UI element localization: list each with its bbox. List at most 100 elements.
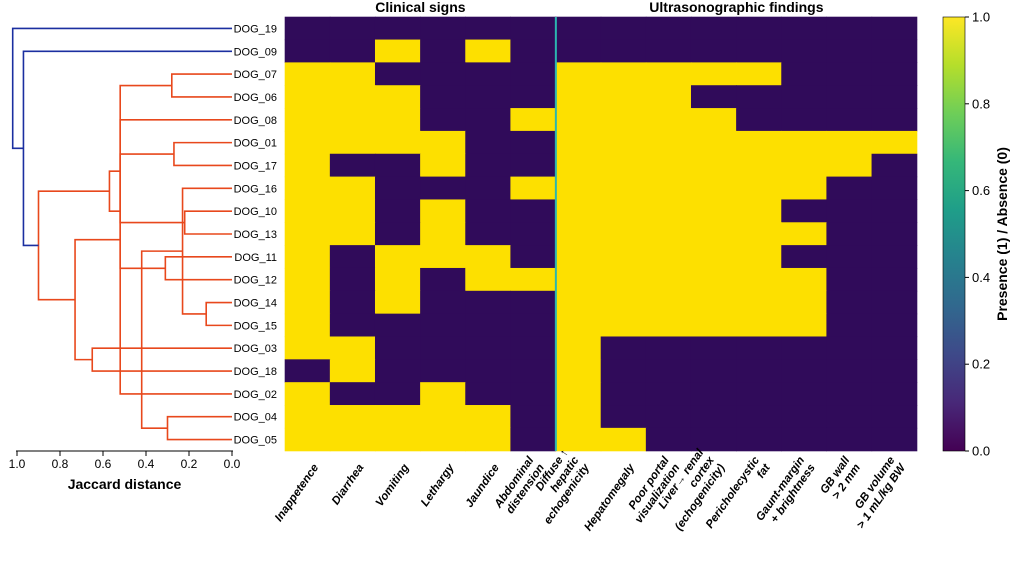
heatmap-cell [329, 16, 376, 41]
heatmap-cell [420, 153, 466, 178]
heatmap-cell [329, 267, 376, 292]
heatmap-cell [420, 290, 466, 315]
heatmap-cell [510, 62, 557, 86]
heatmap-cell [736, 290, 782, 315]
column-labels: Inappetence Diarrhea Vomiting Lethargy Jaund… [273, 447, 909, 534]
row-label: DOG_15 [234, 320, 277, 332]
heatmap-cell [781, 245, 828, 269]
heatmap-cell [826, 427, 873, 452]
heatmap-cell [374, 130, 421, 155]
heatmap-cell [826, 359, 873, 383]
dendrogram-link [91, 347, 232, 372]
heatmap-cell [826, 153, 873, 178]
heatmap-cell [645, 245, 692, 269]
heatmap-headers: Clinical signs Ultrasonographic findings [375, 0, 823, 15]
heatmap-cell [826, 336, 873, 360]
dendrogram-link [205, 301, 232, 327]
heatmap-cell [420, 130, 466, 155]
heatmap-cell [826, 267, 873, 292]
heatmap-cell [465, 382, 512, 406]
dendrogram-link [183, 210, 232, 235]
colorbar: 0.0 0.2 0.4 0.6 0.8 1.0 [942, 10, 990, 459]
heatmap-cell [690, 222, 737, 246]
heatmap-cell [555, 382, 602, 406]
row-label: DOG_06 [234, 92, 277, 104]
heatmap-cell [871, 222, 918, 246]
dendrogram-link [173, 141, 232, 167]
column-label-line: Hepatomegaly [582, 462, 637, 534]
heatmap-cell [555, 427, 602, 452]
heatmap-cell [871, 427, 918, 452]
heatmap-cell [284, 405, 331, 429]
heatmap-cell [284, 336, 331, 360]
heatmap-cell [420, 16, 466, 41]
heatmap-cell [465, 62, 512, 86]
heatmap-cell [736, 359, 782, 383]
heatmap-cell [690, 85, 737, 109]
heatmap-cell [374, 85, 421, 109]
heatmap-cell [600, 199, 647, 223]
dendrogram-axis: 1.0 0.8 0.6 0.4 0.2 0.0 [9, 450, 241, 471]
heatmap-cell [284, 313, 331, 338]
heatmap-cell [871, 39, 918, 63]
heatmap-cell [420, 176, 466, 201]
heatmap-cell [781, 359, 828, 383]
heatmap-cell [781, 290, 828, 315]
heatmap-cell [284, 85, 331, 109]
heatmap-cell [284, 427, 331, 452]
row-label: DOG_07 [234, 69, 277, 81]
heatmap-cell [329, 359, 376, 383]
heatmap-cell [781, 427, 828, 452]
colorbar-label: Presence (1) / Absence (0) [994, 147, 1010, 321]
heatmap-cell [284, 62, 331, 86]
heatmap-cell [826, 39, 873, 63]
row-label: DOG_09 [234, 46, 277, 58]
heatmap-cell [374, 108, 421, 132]
heatmap-cell [284, 290, 331, 315]
heatmap-cell [600, 153, 647, 178]
heatmap-cell [781, 153, 828, 178]
heatmap-cell [736, 336, 782, 360]
heatmap-cell [510, 245, 557, 269]
heatmap-cell [555, 313, 602, 338]
heatmap-cell [781, 222, 828, 246]
heatmap-cell [690, 199, 737, 223]
heatmap-cell [284, 153, 331, 178]
heatmap-cell [736, 267, 782, 292]
heatmap-cell [465, 245, 512, 269]
heatmap-cell [555, 267, 602, 292]
heatmap-cell [645, 222, 692, 246]
heatmap-cell [329, 313, 376, 338]
heatmap-cell [781, 176, 828, 201]
row-label: DOG_17 [234, 160, 277, 172]
heatmap-cell [374, 427, 421, 452]
heatmap-cell [329, 62, 376, 86]
heatmap-cell [284, 222, 331, 246]
heatmap-cell [690, 176, 737, 201]
heatmap-cell [871, 313, 918, 338]
heatmap-cell [736, 176, 782, 201]
row-label: DOG_13 [234, 229, 277, 241]
heatmap-cell [329, 336, 376, 360]
heatmap-cell [420, 427, 466, 452]
row-label: DOG_03 [234, 343, 277, 355]
heatmap-cell [329, 39, 376, 63]
heatmap-cell [555, 336, 602, 360]
heatmap-cell [420, 267, 466, 292]
heatmap-cell [329, 85, 376, 109]
heatmap-cell [510, 222, 557, 246]
heatmap-cell [510, 176, 557, 201]
heatmap-cell [465, 39, 512, 63]
heatmap [284, 16, 918, 452]
dendrogram-link [166, 415, 232, 441]
heatmap-cell [781, 405, 828, 429]
dendrogram-xlabel: Jaccard distance [68, 476, 182, 492]
heatmap-cell [736, 245, 782, 269]
heatmap-cell [555, 62, 602, 86]
heatmap-cell [284, 245, 331, 269]
row-label: DOG_19 [234, 23, 277, 35]
dendrogram-link [181, 187, 232, 315]
heatmap-cell [690, 267, 737, 292]
heatmap-cell [600, 130, 647, 155]
dendrogram-link [37, 190, 110, 301]
